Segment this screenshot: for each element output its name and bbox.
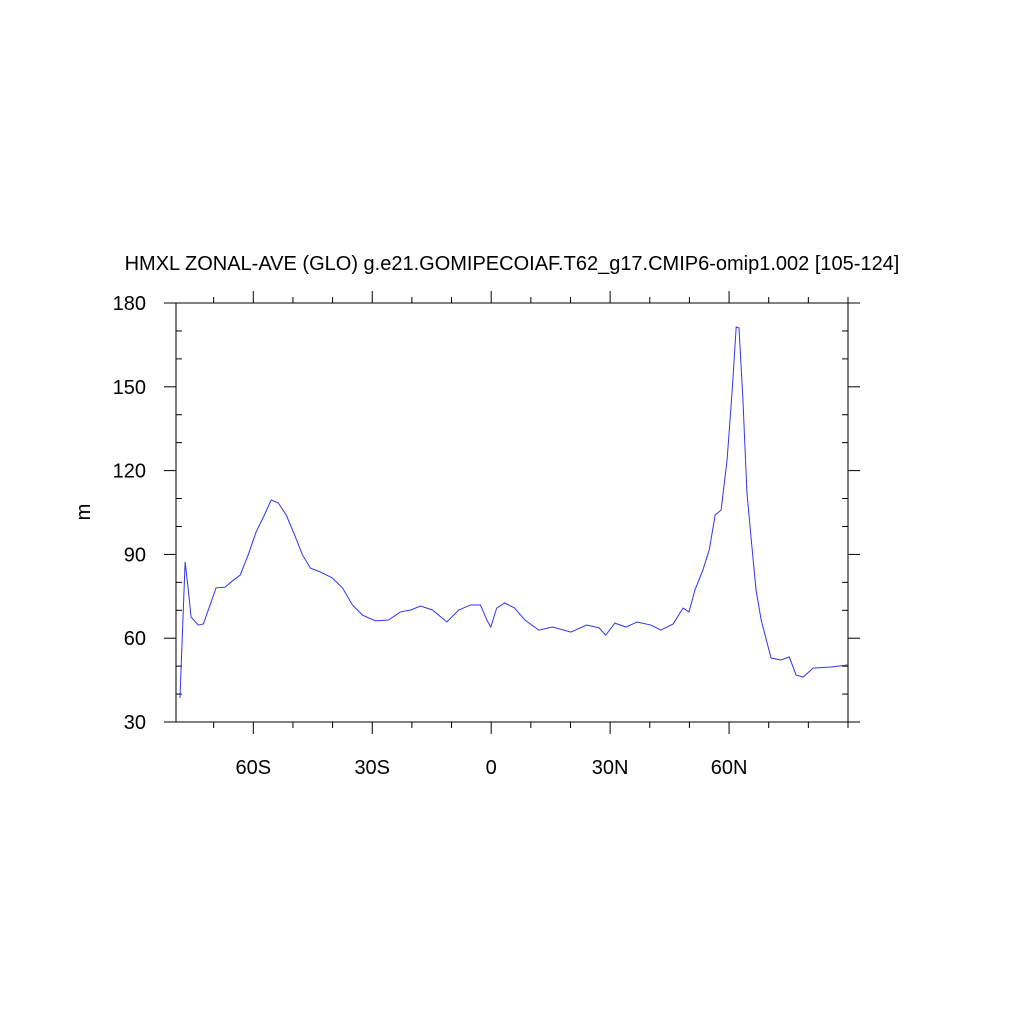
plot-frame — [175, 302, 849, 723]
x-tick-label: 60S — [236, 757, 272, 779]
data-line — [179, 326, 848, 698]
x-tick-label: 60N — [711, 757, 748, 779]
y-tick-label: 30 — [124, 712, 146, 734]
y-tick-label: 180 — [113, 293, 146, 315]
x-tick-label: 30N — [592, 757, 629, 779]
y-tick-label: 150 — [113, 377, 146, 399]
x-tick-label: 0 — [486, 757, 497, 779]
y-tick-label: 60 — [124, 628, 146, 650]
y-axis-label: m — [73, 504, 95, 521]
chart-title: HMXL ZONAL-AVE (GLO) g.e21.GOMIPECOIAF.T… — [125, 253, 900, 275]
x-tick-label: 30S — [354, 757, 390, 779]
y-tick-label: 120 — [113, 461, 146, 483]
y-tick-label: 90 — [124, 544, 146, 566]
